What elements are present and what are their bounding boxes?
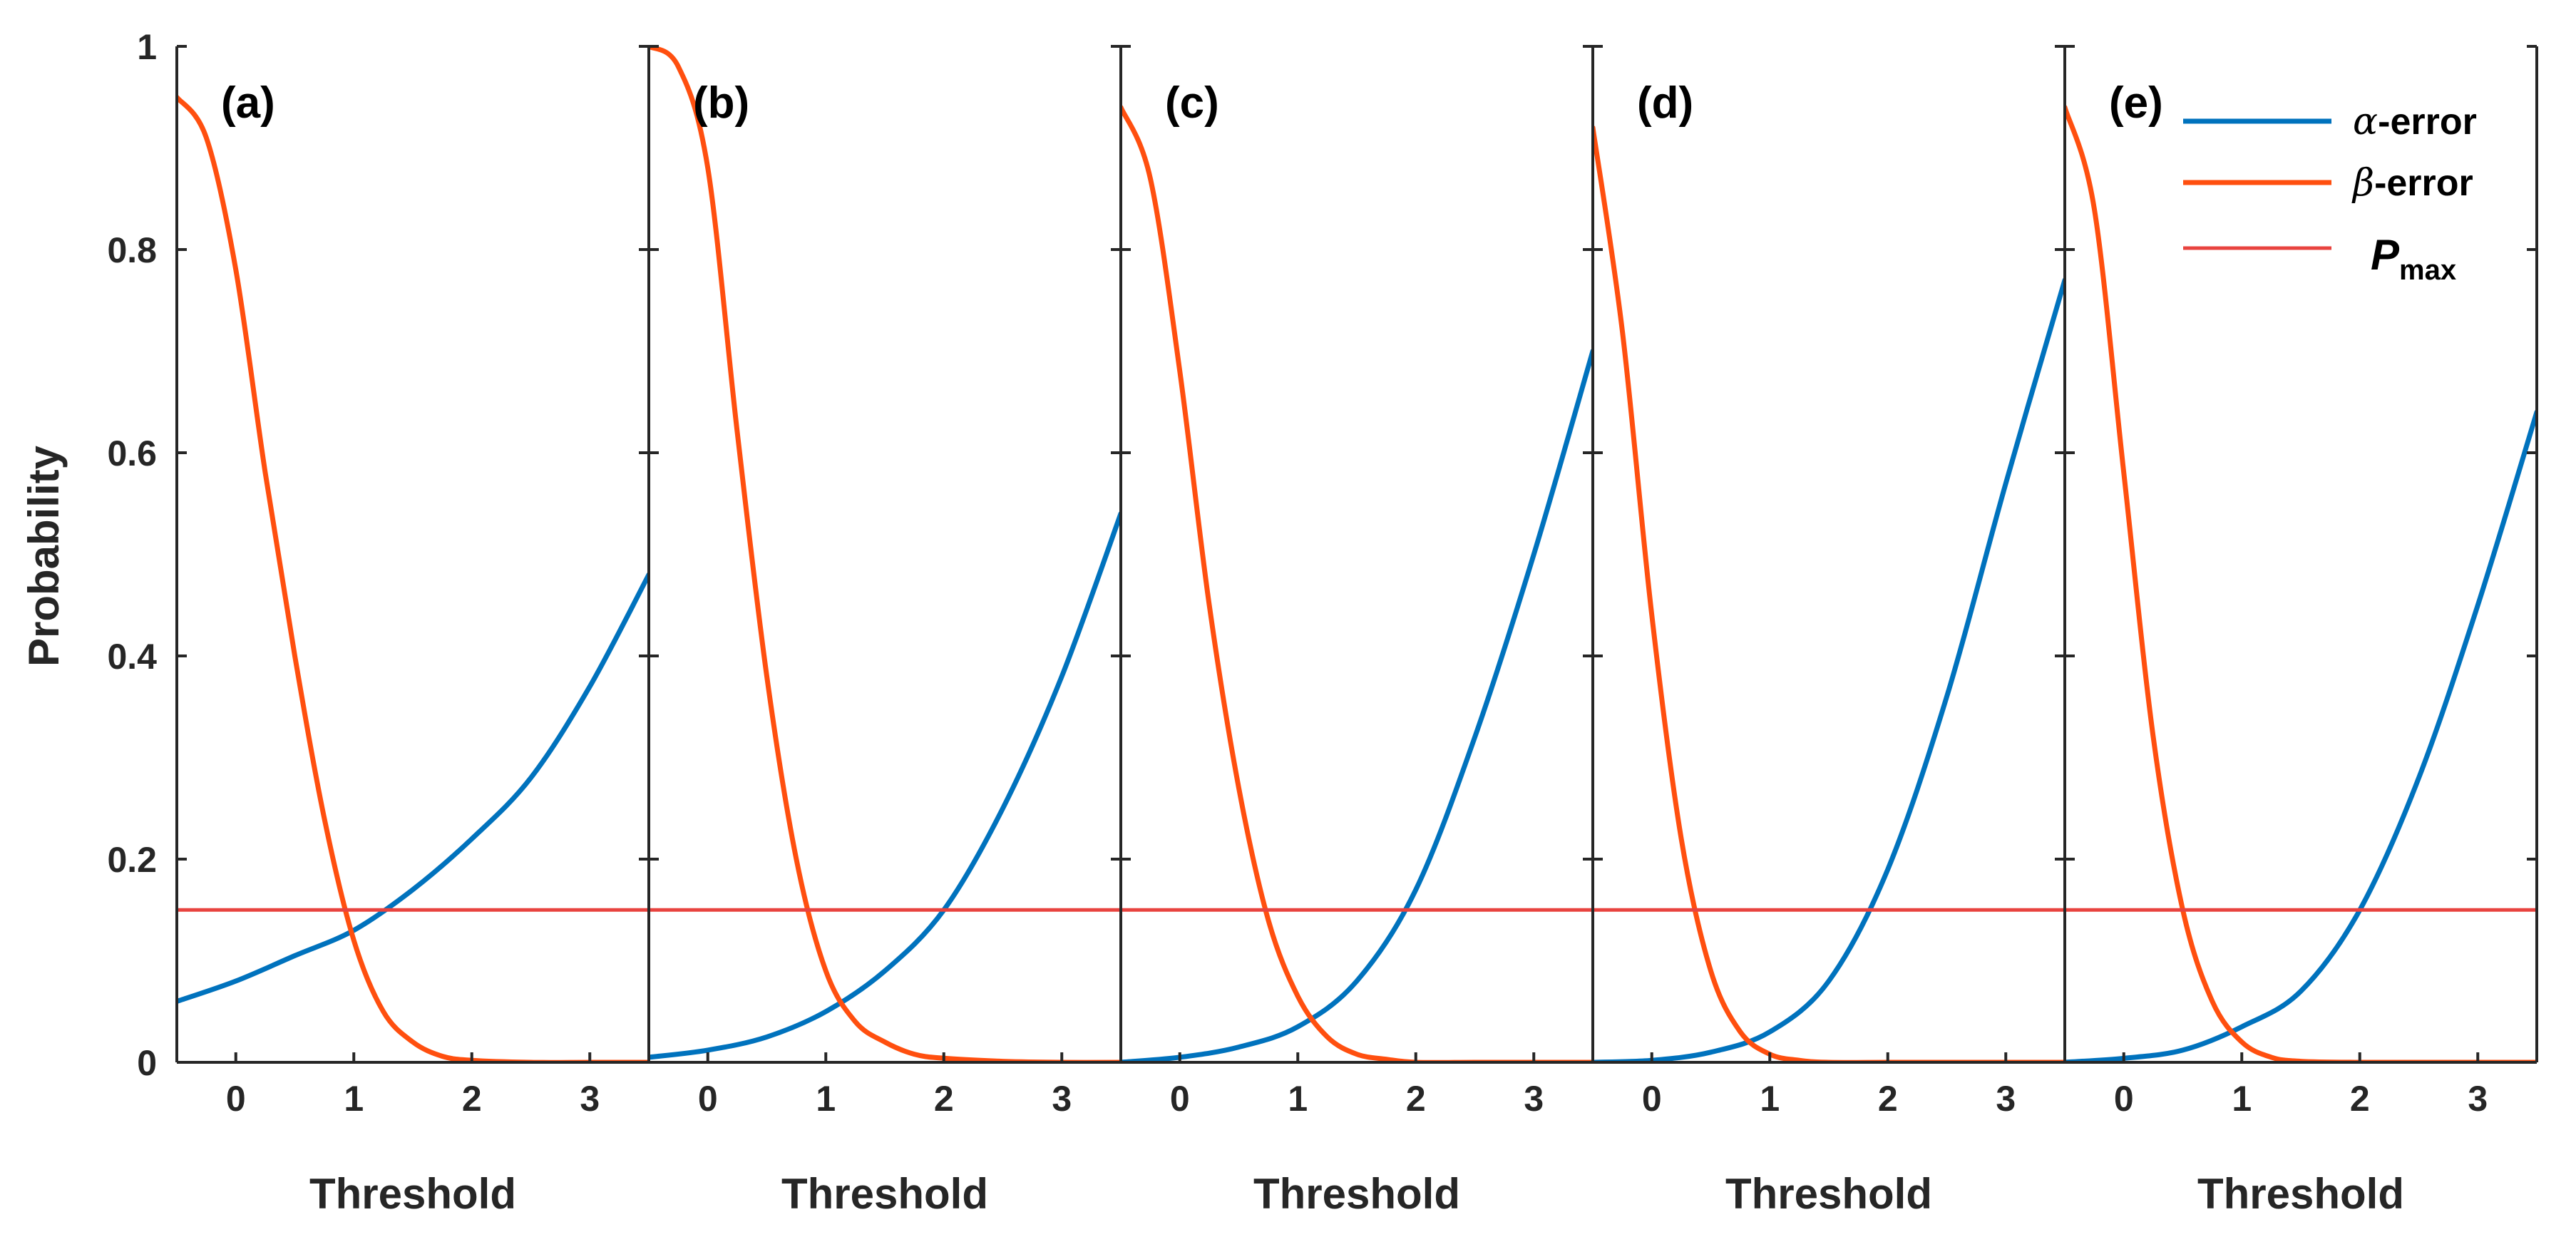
- panel-1: 0 1 2 3 (a) Threshold: [175, 45, 649, 1218]
- panel-2-x-tick-label-1: 1: [816, 1079, 836, 1119]
- panel-3-beta-error-line: [1121, 105, 1593, 1062]
- panel-1-x-tick-label-0: 0: [226, 1079, 246, 1119]
- panel-3-x-tick-label-2: 2: [1406, 1079, 1426, 1119]
- legend-alpha-symbol: α: [2353, 101, 2378, 143]
- panel-3-x-tick-label-0: 0: [1170, 1079, 1190, 1119]
- legend-pmax-symbol: P: [2371, 231, 2400, 279]
- panel-5-x-axis-title: Threshold: [2197, 1170, 2404, 1218]
- panel-3-x-axis-title: Threshold: [1253, 1170, 1460, 1218]
- panel-5-alpha-error-line: [2065, 409, 2537, 1062]
- panel-4-x-axis-title: Threshold: [1725, 1170, 1932, 1218]
- panel-5-label: (e): [2109, 78, 2163, 128]
- panel-2-x-axis-title: Threshold: [781, 1170, 988, 1218]
- panel-2-alpha-error-line: [649, 511, 1121, 1060]
- panel-2-x-tick-label-3: 3: [1052, 1079, 1072, 1119]
- y-tick-label-5: 1: [137, 27, 157, 67]
- panel-2: 0 1 2 3 (b) Threshold: [639, 45, 1121, 1218]
- panel-5-x-tick-label-1: 1: [2232, 1079, 2252, 1119]
- panel-2-beta-error-line: [649, 46, 1121, 1062]
- panel-5: 0 1 2 3 (e) Threshold: [2055, 45, 2538, 1218]
- panel-1-x-tick-label-1: 1: [344, 1079, 364, 1119]
- panel-4-x-tick-label-0: 0: [1642, 1079, 1662, 1119]
- panel-4-series: [1593, 125, 2065, 1062]
- panel-1-x-tick-label-2: 2: [462, 1079, 482, 1119]
- legend-alpha-label: -error: [2378, 101, 2477, 143]
- panel-1-x-axis-title: Threshold: [309, 1170, 516, 1218]
- panel-5-x-tick-label-0: 0: [2114, 1079, 2134, 1119]
- panel-4-x-tick-label-1: 1: [1760, 1079, 1780, 1119]
- panel-4-alpha-error-line: [1593, 277, 2065, 1062]
- panel-4-x-tick-label-2: 2: [1878, 1079, 1898, 1119]
- legend-beta-error-text: β-error: [2351, 162, 2473, 205]
- y-tick-label-2: 0.4: [107, 637, 157, 677]
- panel-2-label: (b): [693, 78, 749, 128]
- panel-3-x-tick-label-3: 3: [1524, 1079, 1544, 1119]
- panel-4-x-tick-label-3: 3: [1996, 1079, 2016, 1119]
- y-tick-label-4: 0.8: [107, 230, 157, 270]
- legend-pmax-text: Pmax: [2371, 231, 2456, 286]
- panel-2-x-tick-label-0: 0: [698, 1079, 718, 1119]
- legend-beta-symbol: β: [2351, 162, 2374, 205]
- panel-1-x-tick-label-3: 3: [580, 1079, 600, 1119]
- panel-3-label: (c): [1165, 78, 1219, 128]
- legend-alpha-error-text: α-error: [2353, 101, 2477, 143]
- y-tick-labels: 0 0.2 0.4 0.6 0.8 1: [107, 27, 157, 1083]
- panel-3: 0 1 2 3 (c) Threshold: [1111, 45, 1593, 1218]
- y-tick-label-0: 0: [137, 1043, 157, 1083]
- panel-3-x-tick-label-1: 1: [1288, 1079, 1308, 1119]
- legend-beta-label: -error: [2374, 163, 2473, 204]
- plot-layer: 0 1 2 3 (a) Threshold 0 1 2 3 (b) Threshold 0 1 2 3 (c) T…: [107, 27, 2538, 1218]
- legend: α-error β-error Pmax: [2183, 101, 2477, 286]
- y-axis-title: Probability: [20, 445, 68, 667]
- panel-5-x-tick-label-2: 2: [2350, 1079, 2370, 1119]
- panel-5-series: [2065, 105, 2537, 1062]
- panel-4-label: (d): [1637, 78, 1693, 128]
- panel-5-x-tick-label-3: 3: [2468, 1079, 2488, 1119]
- panel-3-series: [1121, 105, 1593, 1062]
- panel-4-beta-error-line: [1593, 125, 2065, 1062]
- panel-5-beta-error-line: [2065, 105, 2537, 1062]
- y-tick-label-3: 0.6: [107, 433, 157, 473]
- panel-2-series: [649, 46, 1121, 1062]
- panel-4: 0 1 2 3 (d) Threshold: [1583, 45, 2065, 1218]
- legend-pmax-subscript: max: [2399, 255, 2456, 286]
- panel-1-label: (a): [221, 78, 275, 128]
- panel-1-alpha-error-line: [177, 572, 649, 1004]
- y-tick-label-1: 0.2: [107, 840, 157, 880]
- panel-2-x-tick-label-2: 2: [934, 1079, 954, 1119]
